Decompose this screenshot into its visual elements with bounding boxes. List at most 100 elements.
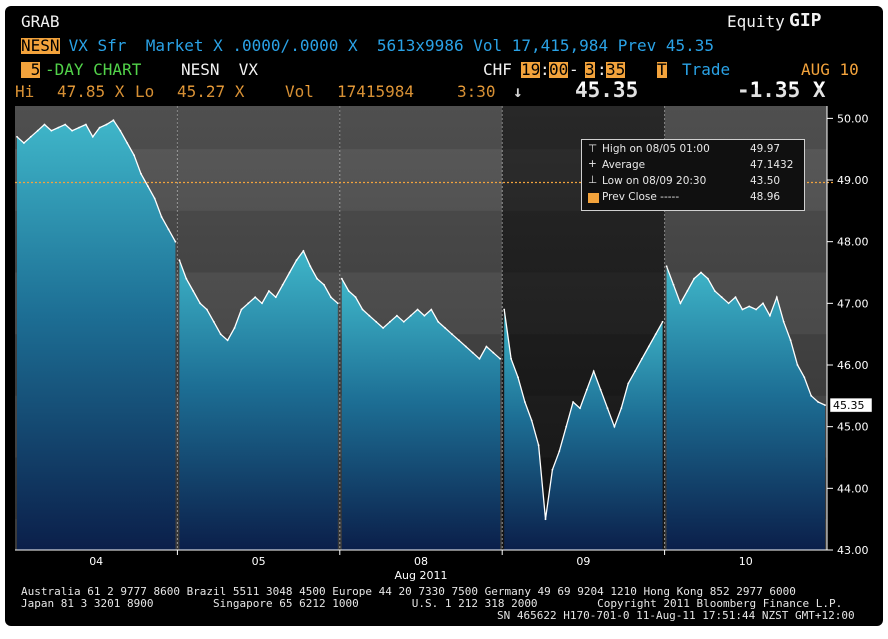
price-point xyxy=(558,450,561,453)
legend-prev-close-value: 48.96 xyxy=(750,191,781,203)
price-point xyxy=(762,302,764,305)
price-point xyxy=(700,271,702,274)
price-area xyxy=(16,119,826,550)
price-point xyxy=(302,250,305,252)
area-fill-day-08 xyxy=(341,278,501,550)
legend-high-value: 49.97 xyxy=(750,143,781,155)
chart-legend: ⊤ High on 08/05 01:00 49.97 + Average 47… xyxy=(581,139,805,211)
price-line-day-09 xyxy=(503,309,664,520)
price-point xyxy=(361,308,364,311)
price-point xyxy=(219,333,222,336)
brand-prefix: Equity xyxy=(727,12,785,31)
price-point xyxy=(409,314,412,317)
price-point xyxy=(686,290,689,292)
y-tick-label: 43.00 xyxy=(837,544,869,557)
price-point xyxy=(769,314,771,317)
price-point xyxy=(382,327,384,329)
price-point xyxy=(50,129,53,132)
legend-high-icon: ⊤ xyxy=(588,143,598,155)
price-point xyxy=(178,259,181,262)
price-point xyxy=(647,345,650,348)
price-point xyxy=(64,123,67,126)
footer-session-info: SN 465622 H170-701-0 11-Aug-11 17:51:44 … xyxy=(497,609,855,622)
price-point xyxy=(206,308,208,311)
price-point xyxy=(199,302,202,305)
price-point xyxy=(734,296,737,299)
time-from-minute-input[interactable]: 00 xyxy=(549,60,569,79)
price-line-day-05 xyxy=(178,249,339,342)
function-code: GRAB xyxy=(21,12,60,31)
price-chart: 43.00 44.00 45.00 46.00 47.00 48.00 49.00 50.00… xyxy=(15,87,873,582)
price-point xyxy=(354,296,357,299)
price-point xyxy=(451,333,453,336)
price-point xyxy=(375,320,378,323)
price-point xyxy=(544,518,547,521)
x-axis-title: Aug 2011 xyxy=(395,569,448,582)
price-point xyxy=(817,401,819,403)
price-point xyxy=(85,123,87,126)
price-point xyxy=(654,333,657,336)
price-point xyxy=(492,351,495,354)
price-point xyxy=(268,290,270,292)
chart-ticker: NESN VX xyxy=(181,60,259,79)
time-from-hour-input[interactable]: 19 xyxy=(521,60,541,79)
legend-average: Average xyxy=(602,159,646,171)
vol-value: 17415984 xyxy=(337,82,415,101)
price-point xyxy=(775,296,778,299)
last-time: 3:30 xyxy=(457,82,496,101)
y-tick-label: 45.00 xyxy=(837,421,869,434)
days-input[interactable]: 5 xyxy=(21,60,41,79)
price-point xyxy=(551,468,554,471)
price-point xyxy=(478,357,481,360)
time-to-hour-input[interactable]: 3 xyxy=(585,60,595,79)
price-point xyxy=(485,345,488,348)
price-point xyxy=(126,142,129,144)
area-fill-day-05 xyxy=(179,250,338,550)
price-point xyxy=(402,320,405,323)
price-point xyxy=(437,320,440,323)
y-tick-label: 50.00 xyxy=(837,112,869,125)
area-fill-day-09 xyxy=(504,309,663,550)
legend-high: High on 08/05 01:00 xyxy=(602,143,710,155)
trade-label: Trade xyxy=(682,60,731,79)
price-point xyxy=(147,185,149,188)
legend-prev-close: Prev Close ----- xyxy=(602,191,680,203)
lo-label: Lo xyxy=(135,82,155,101)
price-point xyxy=(727,302,730,305)
x-tick-label: 08 xyxy=(414,555,428,568)
price-point xyxy=(119,129,122,132)
price-point xyxy=(185,277,188,280)
last-price-label: 45.35 xyxy=(833,399,865,412)
price-point xyxy=(579,407,581,410)
price-point xyxy=(444,327,446,329)
price-point xyxy=(524,401,526,403)
last-price-marker: 45.35 xyxy=(829,397,873,413)
price-point xyxy=(748,305,751,308)
price-line-day-10 xyxy=(665,266,826,406)
price-point xyxy=(29,135,32,138)
time-to-minute-input[interactable]: 35 xyxy=(606,60,626,79)
price-point xyxy=(396,314,398,317)
bloomberg-terminal-screen: GRAB Equity GIP NESN VX Sfr Market X .00… xyxy=(5,6,883,626)
price-change: -1.35 X xyxy=(737,78,826,102)
legend-low-icon: ⊥ xyxy=(588,174,598,186)
trade-flag-input[interactable]: T xyxy=(657,60,667,79)
price-point xyxy=(720,296,723,299)
y-axis: 43.00 44.00 45.00 46.00 47.00 48.00 49.00 50.00 xyxy=(826,106,869,557)
ticker-highlight[interactable]: NESN xyxy=(21,36,60,55)
lo-value: 45.27 X xyxy=(177,82,245,101)
price-point xyxy=(572,401,574,403)
price-point xyxy=(160,216,163,218)
price-point xyxy=(789,339,792,342)
area-fill-day-04 xyxy=(17,120,176,550)
price-point xyxy=(174,240,177,243)
price-point xyxy=(240,308,243,311)
y-tick-label: 48.00 xyxy=(837,236,869,249)
price-point xyxy=(254,296,257,299)
legend-average-icon: + xyxy=(588,158,597,170)
legend-low: Low on 08/09 20:30 xyxy=(602,175,707,187)
last-price: 45.35 xyxy=(575,78,639,102)
price-point xyxy=(510,357,512,360)
price-point xyxy=(592,370,595,373)
y-tick-label: 47.00 xyxy=(837,297,869,310)
